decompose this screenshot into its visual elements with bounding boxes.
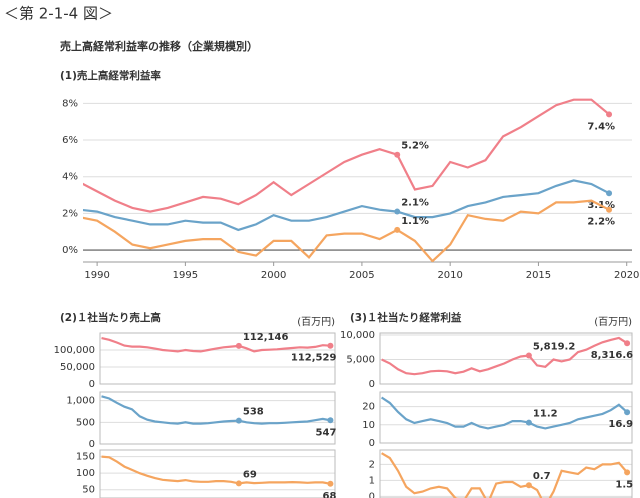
panel-frame [99, 332, 336, 385]
data-label: 7.4% [587, 121, 615, 132]
series-line [83, 179, 610, 232]
data-label: 0.7 [533, 471, 551, 482]
y-tick-label: 10 [362, 420, 375, 431]
panel-title: (1)売上高経常利益率 [60, 69, 161, 82]
data-label: 5,819.2 [533, 341, 575, 352]
y-tick-label: 1,000 [66, 396, 95, 407]
data-label: 11.2 [533, 409, 558, 420]
data-label: 5.2% [401, 141, 429, 152]
series-line [380, 396, 628, 430]
y-tick-label: 0 [369, 379, 375, 390]
y-tick-label: 50,000 [60, 362, 95, 373]
unit-label: (百万円) [297, 316, 335, 328]
figure-label: ＜第 2-1-4 図＞ [4, 5, 113, 23]
data-point [327, 342, 334, 349]
data-label: 538 [243, 407, 264, 418]
panel-title: (3)１社当たり経常利益 [350, 311, 462, 324]
x-tick-label: 2000 [261, 270, 286, 281]
data-point [394, 151, 401, 158]
data-point [394, 208, 401, 215]
data-point [525, 482, 532, 489]
x-tick-label: 2010 [437, 270, 462, 281]
series-line [101, 337, 331, 353]
panel-frame [379, 391, 633, 444]
data-label: 112,529 [291, 353, 337, 364]
x-tick-label: 1990 [84, 270, 109, 281]
y-tick-label: 150 [76, 452, 95, 463]
y-tick-label: 0 [89, 439, 95, 450]
y-tick-label: 0 [89, 379, 95, 390]
series-line [83, 199, 610, 262]
series-line [101, 455, 331, 485]
y-tick-label: 8% [62, 98, 78, 109]
data-point [624, 409, 631, 416]
series-line [83, 98, 610, 213]
data-point [327, 417, 334, 424]
panel-frame [99, 391, 336, 445]
data-label: 8,316.6 [591, 350, 633, 361]
series-line [101, 395, 331, 425]
data-point [606, 111, 613, 118]
data-label: 68 [323, 491, 337, 498]
data-point [606, 206, 613, 213]
y-tick-label: 1 [369, 475, 375, 486]
data-label: 547 [316, 427, 337, 438]
y-tick-label: 10,000 [340, 330, 375, 341]
data-point [394, 226, 401, 233]
x-tick-label: 2015 [526, 270, 551, 281]
data-point [235, 417, 242, 424]
figure-title: 売上高経常利益率の推移（企業規模別） [60, 39, 258, 53]
series-line [381, 452, 628, 498]
data-label: 112,146 [243, 332, 289, 343]
data-label: 1.5 [615, 479, 633, 490]
panel-frame [379, 332, 633, 385]
x-tick-label: 2005 [349, 270, 374, 281]
y-tick-label: 100 [76, 468, 95, 479]
data-label: 16.9 [608, 419, 633, 430]
panel-frame [99, 449, 336, 498]
data-point [235, 480, 242, 487]
data-label: 69 [243, 469, 257, 480]
data-point [606, 190, 613, 197]
data-point [235, 342, 242, 349]
y-tick-label: 0 [369, 438, 375, 449]
unit-label: (百万円) [594, 316, 632, 328]
data-point [327, 480, 334, 487]
data-label: 2.1% [401, 198, 429, 209]
y-tick-label: 2% [62, 208, 78, 219]
panel-title: (2)１社当たり売上高 [60, 311, 161, 324]
y-tick-label: 20 [362, 402, 375, 413]
x-tick-label: 1995 [173, 270, 198, 281]
data-point [525, 352, 532, 359]
data-point [525, 419, 532, 426]
data-label: 1.1% [401, 216, 429, 227]
y-tick-label: 4% [62, 172, 78, 183]
y-tick-label: 500 [76, 417, 95, 428]
data-point [624, 469, 631, 476]
y-tick-label: 0% [62, 245, 78, 256]
data-point [624, 340, 631, 347]
y-tick-label: 0 [369, 491, 375, 498]
series-line [381, 336, 628, 376]
x-tick-label: 2020 [614, 270, 639, 281]
y-tick-label: 50 [82, 485, 95, 496]
y-tick-label: 100,000 [54, 345, 95, 356]
panel-frame [379, 449, 633, 498]
y-tick-label: 2 [369, 459, 375, 470]
y-tick-label: 5,000 [346, 354, 375, 365]
data-label: 2.2% [587, 217, 615, 228]
y-tick-label: 6% [62, 135, 78, 146]
